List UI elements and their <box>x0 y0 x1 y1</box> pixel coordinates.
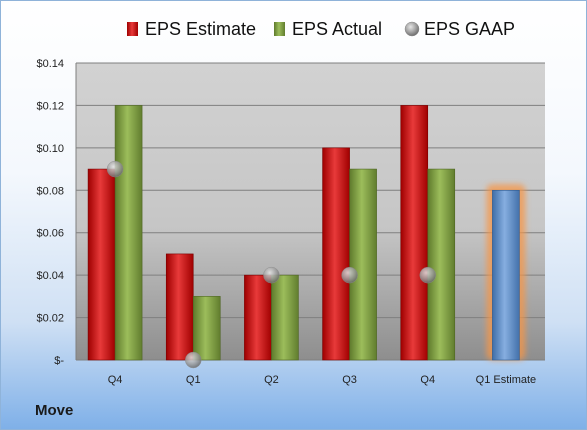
eps-gaap-point <box>185 351 202 369</box>
x-tick-label: Q4 <box>108 374 123 386</box>
y-tick-label: $0.02 <box>36 313 64 325</box>
eps-gaap-point <box>341 266 358 284</box>
plot-area <box>76 63 545 360</box>
eps-gaap-point <box>263 266 280 284</box>
y-tick-label: $0.06 <box>36 228 64 240</box>
eps-estimate-bar <box>400 105 429 361</box>
y-tick-label: $- <box>54 355 64 367</box>
eps-estimate-bar <box>244 274 272 361</box>
y-tick-label: $0.04 <box>36 270 64 282</box>
eps-estimate-bar <box>87 168 116 361</box>
eps-actual-bar <box>192 296 221 361</box>
x-tick-label: Q1 Estimate <box>476 374 537 386</box>
eps-estimate-bar <box>165 253 194 361</box>
legend-label: EPS GAAP <box>424 19 515 39</box>
legend: EPS Estimate EPS Actual EPS GAAP <box>127 19 515 39</box>
y-axis: $- $0.02 $0.04 $0.06 $0.08 $0.10 $0.12 $0.14 <box>36 58 77 367</box>
x-tick-label: Q4 <box>420 374 435 386</box>
eps-gaap-point <box>106 160 124 178</box>
gridlines <box>76 62 545 361</box>
x-tick-label: Q3 <box>342 374 357 386</box>
legend-swatch <box>404 21 420 37</box>
y-tick-label: $0.10 <box>36 143 64 155</box>
legend-label: EPS Estimate <box>145 19 256 39</box>
y-tick-label: $0.14 <box>36 58 64 70</box>
eps-actual-bar <box>427 168 456 361</box>
legend-swatch <box>127 22 138 36</box>
eps-estimate-highlight-bar <box>492 189 520 361</box>
legend-label: EPS Actual <box>292 19 382 39</box>
bars <box>87 105 526 361</box>
x-tick-label: Q2 <box>264 374 279 386</box>
eps-estimate-bar <box>322 147 350 361</box>
legend-swatch <box>274 22 285 36</box>
eps-actual-bar <box>271 274 299 361</box>
eps-actual-bar <box>114 105 143 361</box>
x-axis: Q4 Q1 Q2 Q3 Q4 Q1 Estimate <box>108 374 536 386</box>
company-name: Move <box>35 402 74 419</box>
x-tick-label: Q1 <box>186 374 201 386</box>
eps-gaap-point <box>419 266 436 284</box>
y-tick-label: $0.08 <box>36 185 64 197</box>
eps-actual-bar <box>349 168 377 361</box>
gaap-points <box>106 160 436 369</box>
y-tick-label: $0.12 <box>36 100 64 112</box>
